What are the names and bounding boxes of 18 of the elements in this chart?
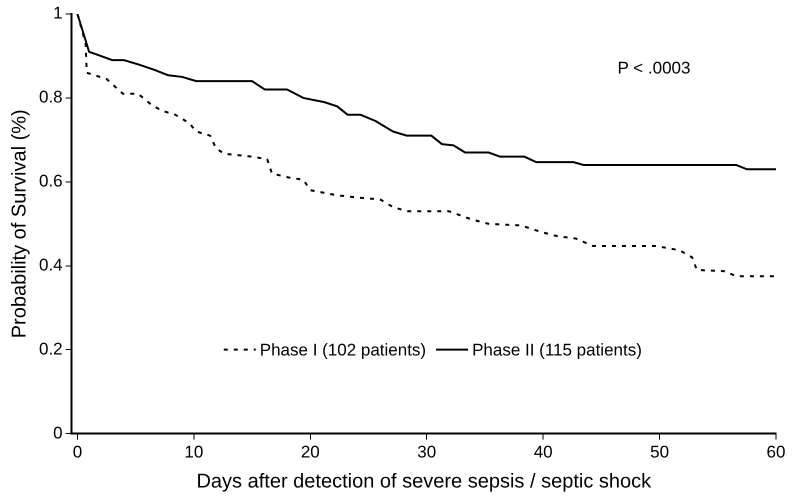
x-tick-label: 0 [72,442,82,462]
y-tick-label: 0.4 [38,255,63,274]
y-tick-label: 0.6 [38,172,63,191]
y-tick-label: 0.2 [38,339,63,358]
annotation: P < .0003 [618,58,690,78]
x-tick-label: 20 [300,442,320,462]
x-axis-title: Days after detection of severe sepsis / septic shock [196,470,652,493]
x-tick-label: 30 [417,442,436,462]
y-tick-label: 0 [53,423,63,442]
x-tick-label: 60 [766,442,786,462]
x-tick-label: 40 [534,442,553,462]
legend-label: Phase II (115 patients) [472,340,642,360]
x-tick-label: 50 [650,442,670,462]
y-tick-label: 0.8 [38,88,63,107]
y-axis-title: Probability of Survival (%) [8,109,31,338]
y-tick-label: 1 [53,4,63,23]
x-tick-label: 10 [184,442,204,462]
legend-label: Phase I (102 patients) [260,340,426,360]
